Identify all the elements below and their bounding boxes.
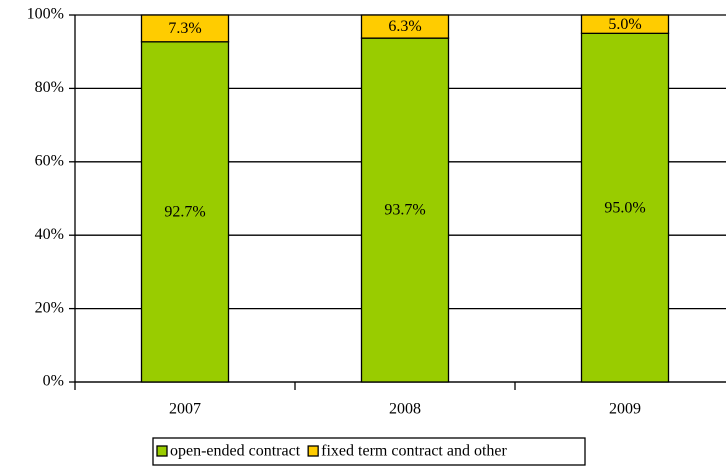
- bar-segment: [140, 14, 230, 43]
- legend-label: open-ended contract: [170, 443, 301, 460]
- bar-segment: [360, 37, 450, 383]
- y-tick-label: 20%: [35, 299, 64, 316]
- x-tick-label: 2008: [389, 401, 421, 418]
- y-tick-label: 100%: [27, 6, 64, 23]
- legend-swatch: [156, 445, 168, 457]
- bar-segment: [140, 41, 230, 383]
- data-label: 93.7%: [384, 202, 425, 219]
- legend-box: [152, 437, 586, 466]
- data-label: 92.7%: [164, 204, 205, 221]
- y-tick-label: 80%: [35, 79, 64, 96]
- legend-swatch: [307, 445, 319, 457]
- bar-segment: [360, 14, 450, 39]
- x-tick-label: 2007: [169, 401, 201, 418]
- bar-segment: [580, 14, 670, 35]
- data-label: 7.3%: [168, 20, 201, 37]
- y-tick-label: 60%: [35, 152, 64, 169]
- data-label: 95.0%: [604, 199, 645, 216]
- y-tick-label: 0%: [43, 373, 64, 390]
- y-tick-label: 40%: [35, 226, 64, 243]
- bar-segment: [580, 32, 670, 383]
- data-label: 5.0%: [608, 16, 641, 33]
- x-tick-label: 2009: [609, 401, 641, 418]
- legend-label: fixed term contract and other: [321, 443, 507, 460]
- data-label: 6.3%: [388, 18, 421, 35]
